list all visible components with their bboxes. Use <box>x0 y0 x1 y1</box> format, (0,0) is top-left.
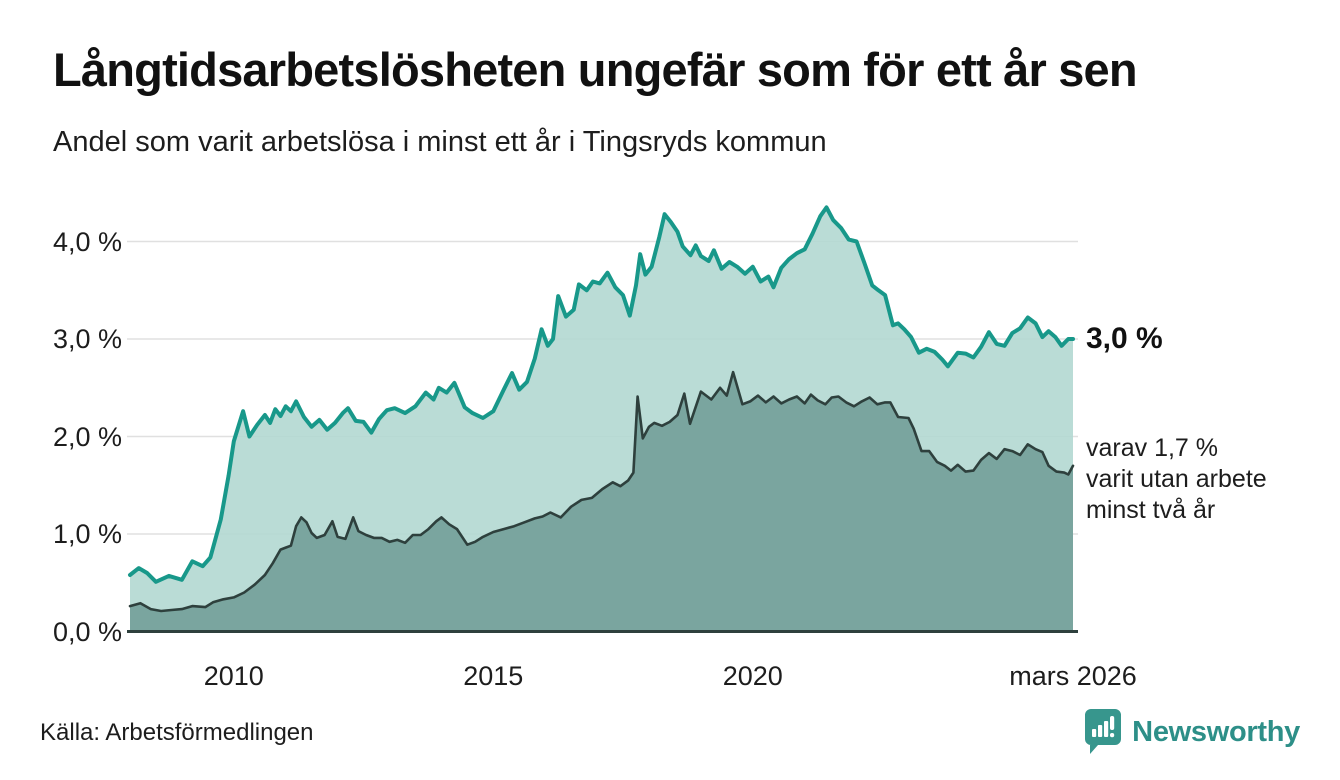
y-axis-tick-label: 3,0 % <box>52 324 122 354</box>
newsworthy-logo-icon <box>1085 709 1122 754</box>
secondary-annotation-line-3: minst två år <box>1086 496 1216 524</box>
series-area-minst-tva-ar <box>130 372 1073 632</box>
series-line-minst-tva-ar <box>128 370 1075 613</box>
page-title: Långtidsarbetslösheten ungefär som för e… <box>53 43 1138 96</box>
newsworthy-logo-text: Newsworthy <box>1132 715 1300 748</box>
source-text: Källa: Arbetsförmedlingen <box>40 719 314 746</box>
x-axis-tick-label: 2010 <box>203 661 264 691</box>
x-axis-tick-label: 2020 <box>722 661 783 691</box>
secondary-annotation-line-1: varav 1,7 % <box>1086 434 1219 462</box>
y-axis-tick-label: 0,0 % <box>52 616 122 647</box>
series-line-minst-ett-ar <box>128 205 1075 584</box>
x-axis-tick-label: mars 2026 <box>1009 661 1137 691</box>
secondary-annotation: varav 1,7 % varit utan arbete minst två … <box>1086 433 1267 526</box>
y-axis-tick-label: 1,0 % <box>52 519 122 549</box>
secondary-annotation-line-2: varit utan arbete <box>1086 465 1267 493</box>
newsworthy-logo: Newsworthy <box>1083 706 1300 758</box>
page-subtitle: Andel som varit arbetslösa i minst ett å… <box>53 126 827 158</box>
x-axis-tick-label: 2015 <box>463 661 524 691</box>
y-axis-tick-label: 4,0 % <box>52 226 122 257</box>
y-axis-tick-label: 2,0 % <box>52 421 122 452</box>
latest-value-label: 3,0 % <box>1086 322 1163 355</box>
